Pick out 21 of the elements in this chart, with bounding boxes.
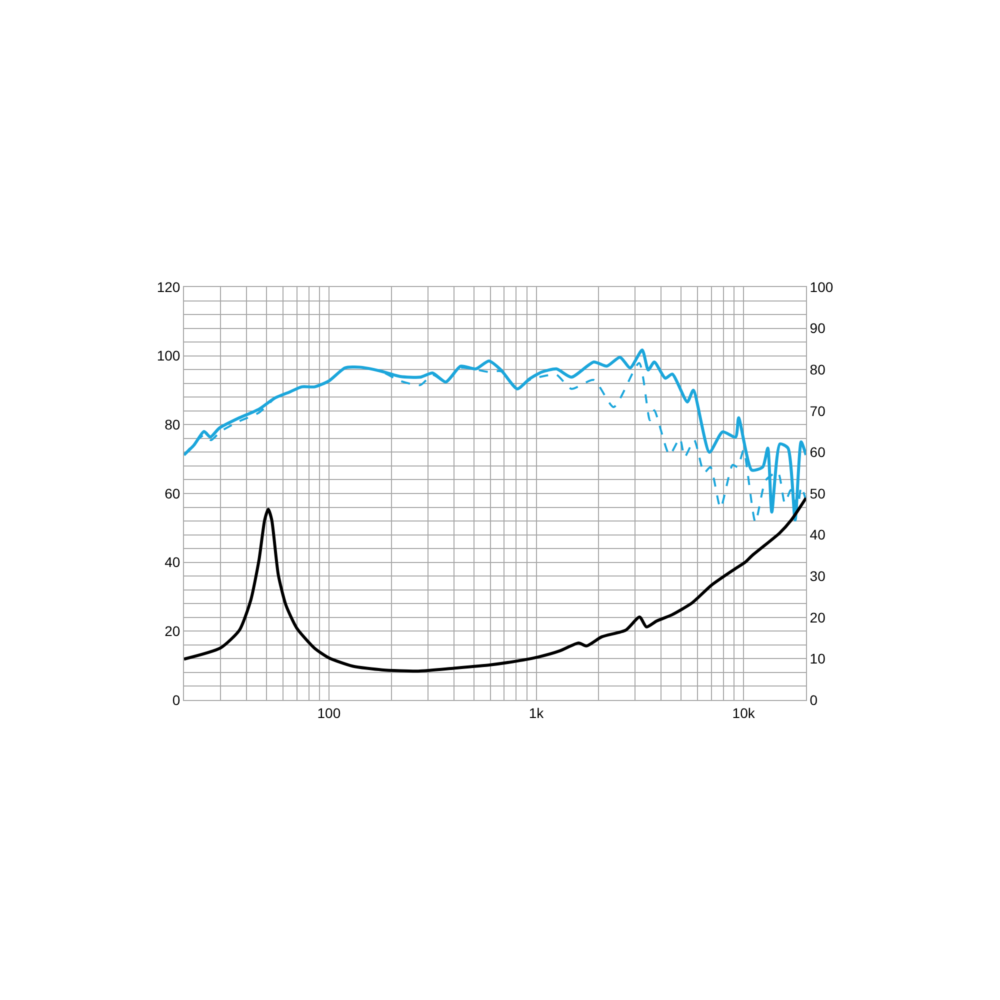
y-tick-label: 40 (164, 554, 180, 570)
y2-tick-label: 0 (810, 692, 818, 708)
x-tick-label: 100 (317, 704, 341, 721)
y-tick-label: 80 (164, 416, 180, 433)
y2-tick-label: 50 (810, 485, 826, 502)
y2-tick-label: 90 (810, 320, 826, 336)
y2-tick-label: 10 (810, 650, 826, 667)
y2-tick-label: 60 (810, 444, 826, 460)
y2-tick-label: 30 (810, 568, 826, 584)
y-tick-label: 0 (172, 692, 180, 708)
x-tick-label: 1k (528, 704, 545, 721)
y2-tick-label: 40 (810, 526, 826, 543)
y-tick-label: 100 (156, 348, 180, 364)
y2-tick-label: 80 (810, 362, 826, 378)
y2-tick-label: 100 (810, 278, 834, 295)
y-tick-label: 60 (164, 485, 180, 502)
y-tick-label: 120 (156, 278, 180, 295)
x-tick-label: 10k (732, 704, 756, 721)
y2-tick-label: 70 (810, 402, 826, 419)
y-tick-label: 20 (164, 623, 180, 640)
y2-tick-label: 20 (810, 609, 826, 626)
